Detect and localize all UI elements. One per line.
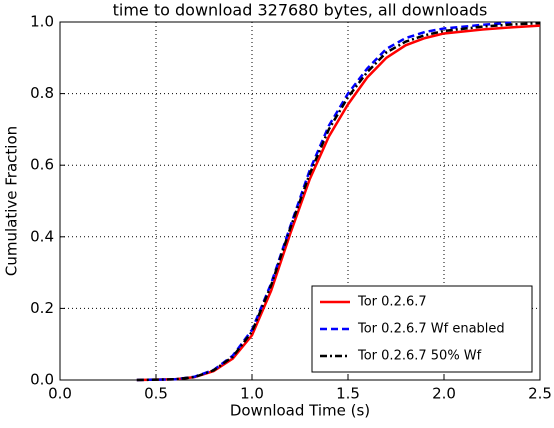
x-axis-label: Download Time (s) [230,402,370,420]
line-series [136,21,541,382]
x-tick-label: 1.0 [240,385,264,403]
y-axis-label: Cumulative Fraction [3,126,21,276]
chart-title: time to download 327680 bytes, all downl… [113,1,488,20]
x-tick-label: 2.5 [528,385,552,403]
legend: Tor 0.2.6.7 Tor 0.2.6.7 Wf enabled Tor 0.2… [311,285,533,373]
plot-frame [59,21,541,381]
x-tick-label: 0.0 [48,385,72,403]
legend-label: Tor 0.2.6.7 50% Wf [357,349,482,364]
y-tick-label: 0.2 [30,299,54,317]
y-tick-label: 0.8 [30,84,54,102]
legend-label: Tor 0.2.6.7 [357,295,427,310]
legend-label: Tor 0.2.6.7 Wf enabled [357,322,505,337]
y-tick-label: 0.6 [30,156,54,174]
x-tick-label: 0.5 [144,385,168,403]
x-tick-label: 2.0 [432,385,456,403]
y-tick-label: 1.0 [30,13,54,31]
y-tick-label: 0.4 [30,227,54,245]
y-tick-label: 0.0 [30,371,54,389]
x-tick-label: 1.5 [336,385,360,403]
